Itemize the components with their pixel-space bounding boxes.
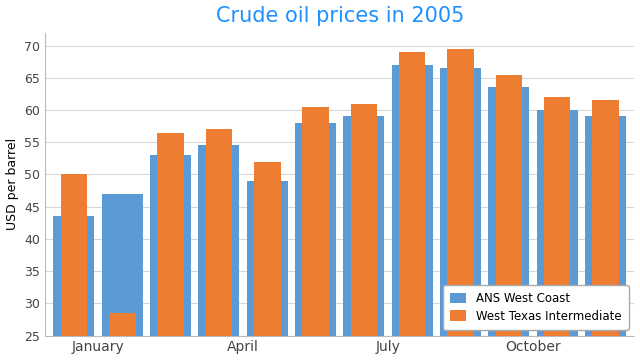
Bar bbox=[150, 155, 191, 336]
Bar bbox=[246, 181, 288, 336]
Bar bbox=[157, 132, 184, 336]
Bar bbox=[536, 110, 578, 336]
Bar bbox=[592, 100, 619, 336]
Bar bbox=[343, 116, 385, 336]
Bar bbox=[488, 87, 529, 336]
Bar bbox=[440, 68, 481, 336]
Bar bbox=[102, 194, 143, 336]
Bar bbox=[61, 175, 87, 336]
Bar bbox=[254, 162, 280, 336]
Bar bbox=[205, 129, 232, 336]
Bar bbox=[495, 75, 522, 336]
Bar bbox=[544, 97, 570, 336]
Bar bbox=[302, 107, 329, 336]
Bar bbox=[392, 65, 433, 336]
Bar bbox=[447, 49, 474, 336]
Bar bbox=[109, 313, 136, 336]
Bar bbox=[399, 52, 426, 336]
Title: Crude oil prices in 2005: Crude oil prices in 2005 bbox=[216, 5, 464, 26]
Legend: ANS West Coast, West Texas Intermediate: ANS West Coast, West Texas Intermediate bbox=[443, 285, 628, 330]
Y-axis label: USD per barrel: USD per barrel bbox=[6, 138, 19, 230]
Bar bbox=[53, 216, 95, 336]
Bar bbox=[198, 145, 239, 336]
Bar bbox=[295, 123, 336, 336]
Bar bbox=[585, 116, 626, 336]
Bar bbox=[351, 104, 377, 336]
